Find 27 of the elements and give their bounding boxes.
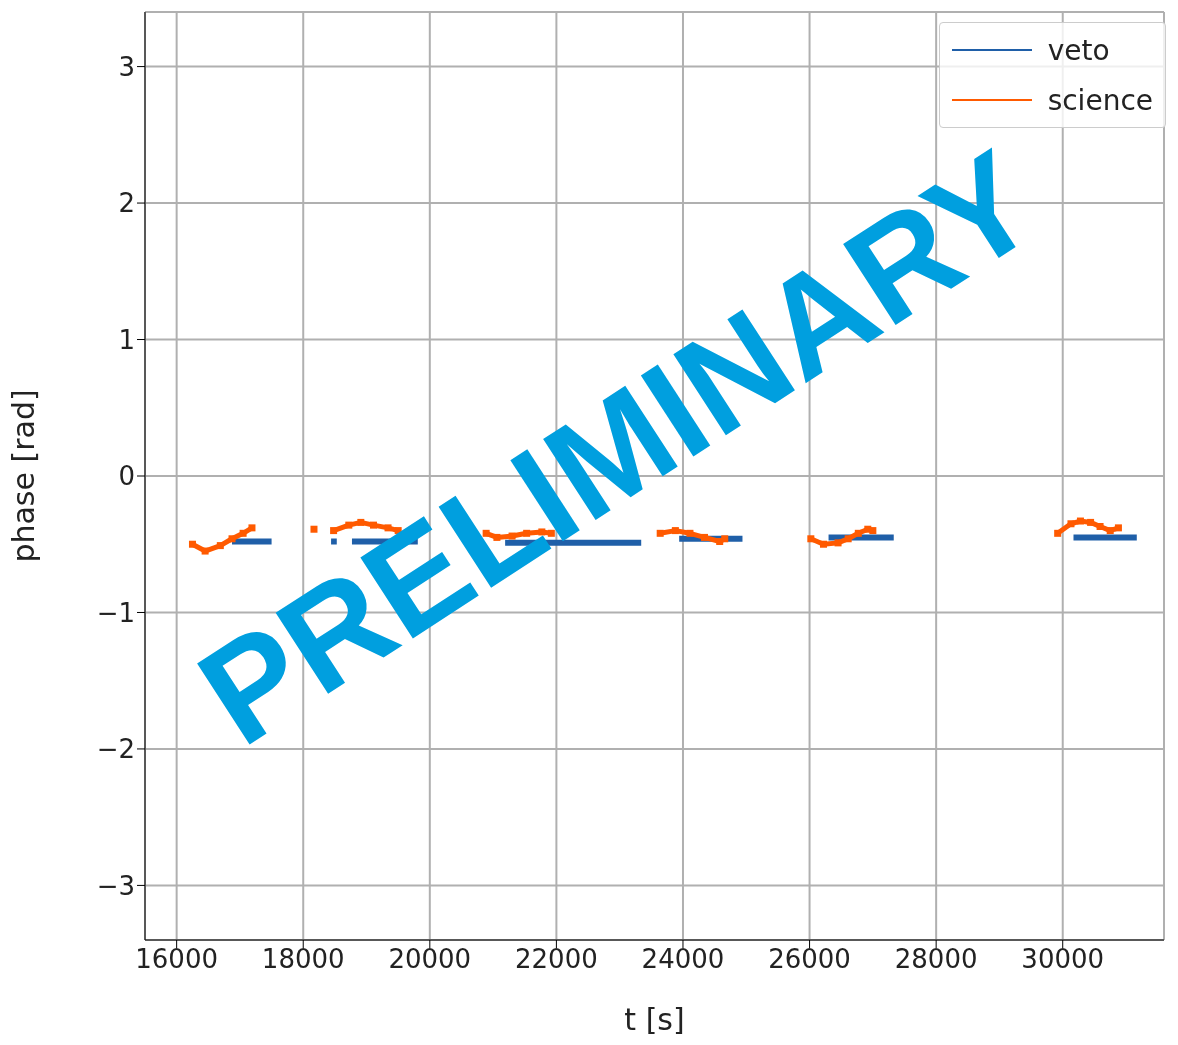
point [1096, 522, 1104, 530]
point [1114, 524, 1122, 532]
x-tick-label: 24000 [641, 944, 725, 975]
point [1054, 529, 1062, 537]
x-tick-label: 20000 [388, 944, 472, 975]
x-tick-label: 30000 [1021, 944, 1105, 975]
y-axis-title: phase [rad] [5, 389, 41, 563]
x-tick-label: 16000 [135, 944, 219, 975]
y-tick-label: −3 [96, 870, 135, 901]
point [1106, 527, 1114, 535]
x-tick-label: 18000 [261, 944, 345, 975]
y-tick-label: 2 [118, 188, 135, 219]
y-tick-label: 0 [118, 461, 135, 492]
point [1076, 517, 1084, 525]
x-axis-title: t [s] [624, 1002, 685, 1037]
point [188, 540, 196, 548]
legend-label: science [1047, 83, 1153, 117]
point [1067, 520, 1075, 528]
x-tick-label: 22000 [515, 944, 598, 975]
x-tick-label: 28000 [894, 944, 978, 975]
y-tick-label: −1 [96, 597, 135, 628]
legend-label: veto [1047, 33, 1110, 67]
y-tick-label: 1 [118, 324, 135, 355]
y-tick-label: −2 [96, 734, 135, 765]
y-tick-label: 3 [118, 51, 135, 82]
x-tick-label: 26000 [768, 944, 851, 975]
point [1087, 518, 1095, 526]
